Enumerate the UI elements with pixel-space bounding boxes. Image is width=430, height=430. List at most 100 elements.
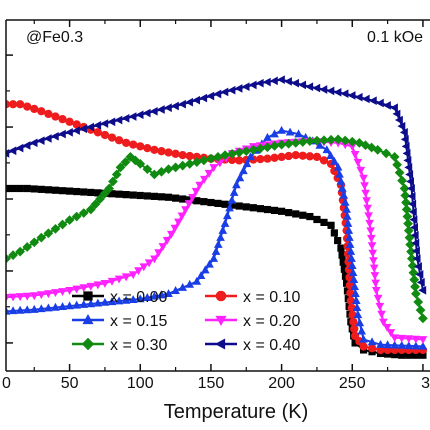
series-4-marker: [71, 211, 82, 222]
series-2-marker: [8, 306, 18, 315]
series-5-marker: [406, 184, 415, 193]
series-5-marker: [394, 115, 403, 125]
series-5-marker: [416, 278, 425, 287]
series-0-marker: [306, 212, 314, 221]
series-2-marker: [390, 340, 399, 349]
series-3-marker: [150, 255, 159, 264]
series-2-marker: [351, 289, 360, 298]
series-4-marker: [404, 232, 415, 243]
series-0-marker: [58, 187, 67, 195]
series-2-marker: [29, 304, 39, 313]
series-2-marker: [121, 295, 131, 304]
series-0-marker: [115, 190, 123, 198]
series-5-marker: [8, 146, 17, 156]
series-2-marker: [336, 176, 346, 185]
series-4-marker: [227, 148, 237, 159]
series-3-marker: [350, 151, 360, 159]
series-1-marker: [44, 109, 53, 119]
series-5-marker: [142, 108, 151, 118]
series-2-marker: [37, 304, 46, 313]
series-1-marker: [30, 104, 39, 114]
series-2-marker: [227, 195, 237, 204]
series-5-marker: [312, 83, 321, 93]
series-5-marker: [36, 136, 45, 145]
series-3-marker: [15, 293, 25, 302]
series-5-marker: [135, 110, 144, 120]
series-0-marker: [299, 211, 307, 219]
series-3-marker: [353, 158, 363, 167]
series-4-marker: [418, 313, 428, 324]
series-2-marker: [93, 298, 103, 307]
series-2-marker: [6, 306, 11, 315]
legend-label: x = 0.00: [110, 289, 167, 306]
series-3-marker: [184, 200, 194, 209]
series-5-marker: [326, 86, 335, 96]
series-2-marker: [376, 339, 385, 348]
series-1-marker: [298, 151, 307, 160]
series-2-marker: [350, 282, 360, 290]
legend-item-2: x = 0.15: [72, 313, 167, 330]
series-3-marker: [368, 249, 378, 258]
series-2-marker: [100, 297, 110, 306]
series-2-marker: [200, 265, 210, 274]
series-4-marker: [163, 164, 174, 175]
series-2-marker: [216, 232, 225, 241]
series-0-marker: [143, 192, 151, 200]
series-5-marker: [86, 122, 95, 132]
series-2-marker: [114, 296, 124, 305]
series-2-marker: [232, 180, 241, 189]
series-0-marker: [136, 191, 144, 200]
series-2-marker: [143, 293, 152, 301]
series-2-marker: [345, 239, 355, 248]
series-4-marker: [401, 197, 411, 208]
series-2-marker: [86, 299, 96, 308]
series-4-marker: [99, 188, 110, 199]
series-0-marker: [235, 202, 243, 210]
series-2-marker: [246, 152, 255, 161]
series-4-marker: [410, 281, 420, 292]
series-2-marker: [58, 302, 67, 311]
series-1-marker: [319, 156, 329, 165]
series-5-marker: [402, 149, 411, 158]
series-5-marker: [405, 170, 414, 179]
series-5-marker: [15, 143, 24, 153]
series-2-marker: [223, 211, 232, 220]
series-3-marker: [356, 166, 366, 175]
series-4-marker: [276, 139, 287, 150]
series-0-marker: [179, 195, 187, 203]
series-3-marker: [215, 159, 225, 168]
series-5-marker: [291, 78, 299, 88]
series-2-marker: [150, 291, 159, 300]
series-5-marker: [397, 121, 406, 131]
series-1-marker: [270, 153, 279, 162]
series-5-marker: [410, 223, 419, 232]
series-4-marker: [389, 152, 400, 162]
series-1-marker: [107, 133, 117, 142]
series-5-marker: [333, 87, 342, 97]
series-4-marker: [392, 159, 402, 170]
series-4-marker: [406, 246, 416, 257]
series-5-marker: [213, 89, 222, 99]
legend-marker: [83, 291, 93, 301]
series-0-marker: [164, 193, 173, 201]
series-0-marker: [207, 198, 215, 207]
series-5-marker: [401, 142, 410, 151]
series-2-marker: [345, 232, 354, 241]
series-4-marker: [22, 242, 33, 252]
series-2-marker: [270, 129, 279, 138]
series-0-marker: [327, 221, 335, 229]
series-3-marker: [371, 287, 381, 295]
series-1-marker: [171, 149, 180, 158]
series-1-marker: [284, 151, 293, 161]
series-2-marker: [355, 318, 365, 327]
series-2-marker: [171, 286, 180, 294]
series-3-marker: [362, 197, 371, 206]
series-5-marker: [22, 141, 31, 150]
series-5-marker: [347, 91, 356, 100]
series-3-marker: [100, 280, 110, 288]
series-1-marker: [178, 150, 187, 160]
series-5-marker: [57, 129, 66, 139]
series-4-marker: [297, 137, 308, 147]
series-4-marker: [125, 152, 136, 162]
series-2-marker: [347, 254, 356, 262]
